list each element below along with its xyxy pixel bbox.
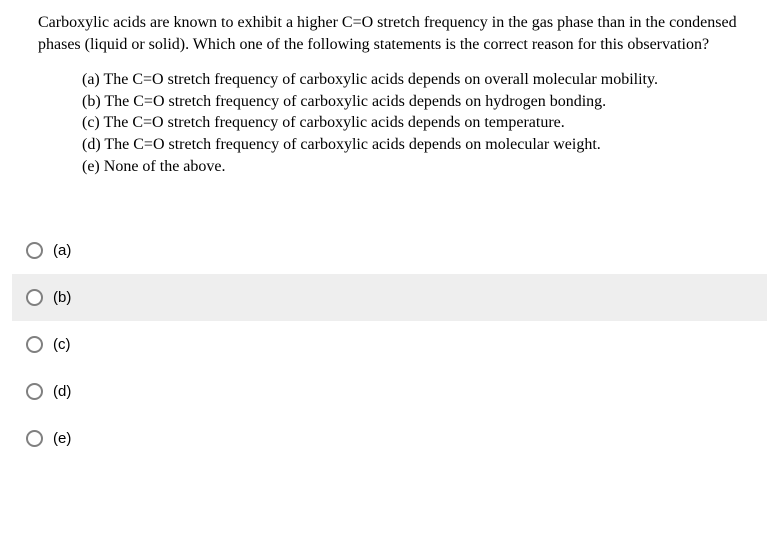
options-list: (a) The C=O stretch frequency of carboxy… (0, 69, 779, 177)
answer-label-a: (a) (53, 242, 71, 259)
answer-row-e[interactable]: (e) (12, 415, 767, 462)
answer-label-e: (e) (53, 430, 71, 447)
radio-icon[interactable] (26, 242, 43, 259)
radio-icon[interactable] (26, 383, 43, 400)
option-a: (a) The C=O stretch frequency of carboxy… (82, 69, 741, 91)
answer-row-d[interactable]: (d) (12, 368, 767, 415)
answer-label-d: (d) (53, 383, 71, 400)
question-text: Carboxylic acids are known to exhibit a … (0, 12, 779, 55)
answer-label-b: (b) (53, 289, 71, 306)
radio-icon[interactable] (26, 336, 43, 353)
option-e: (e) None of the above. (82, 156, 741, 178)
radio-icon[interactable] (26, 289, 43, 306)
radio-icon[interactable] (26, 430, 43, 447)
answer-row-c[interactable]: (c) (12, 321, 767, 368)
answer-choices: (a) (b) (c) (d) (e) (0, 227, 779, 462)
option-c: (c) The C=O stretch frequency of carboxy… (82, 112, 741, 134)
answer-label-c: (c) (53, 336, 71, 353)
answer-row-a[interactable]: (a) (12, 227, 767, 274)
option-b: (b) The C=O stretch frequency of carboxy… (82, 91, 741, 113)
answer-row-b[interactable]: (b) (12, 274, 767, 321)
option-d: (d) The C=O stretch frequency of carboxy… (82, 134, 741, 156)
